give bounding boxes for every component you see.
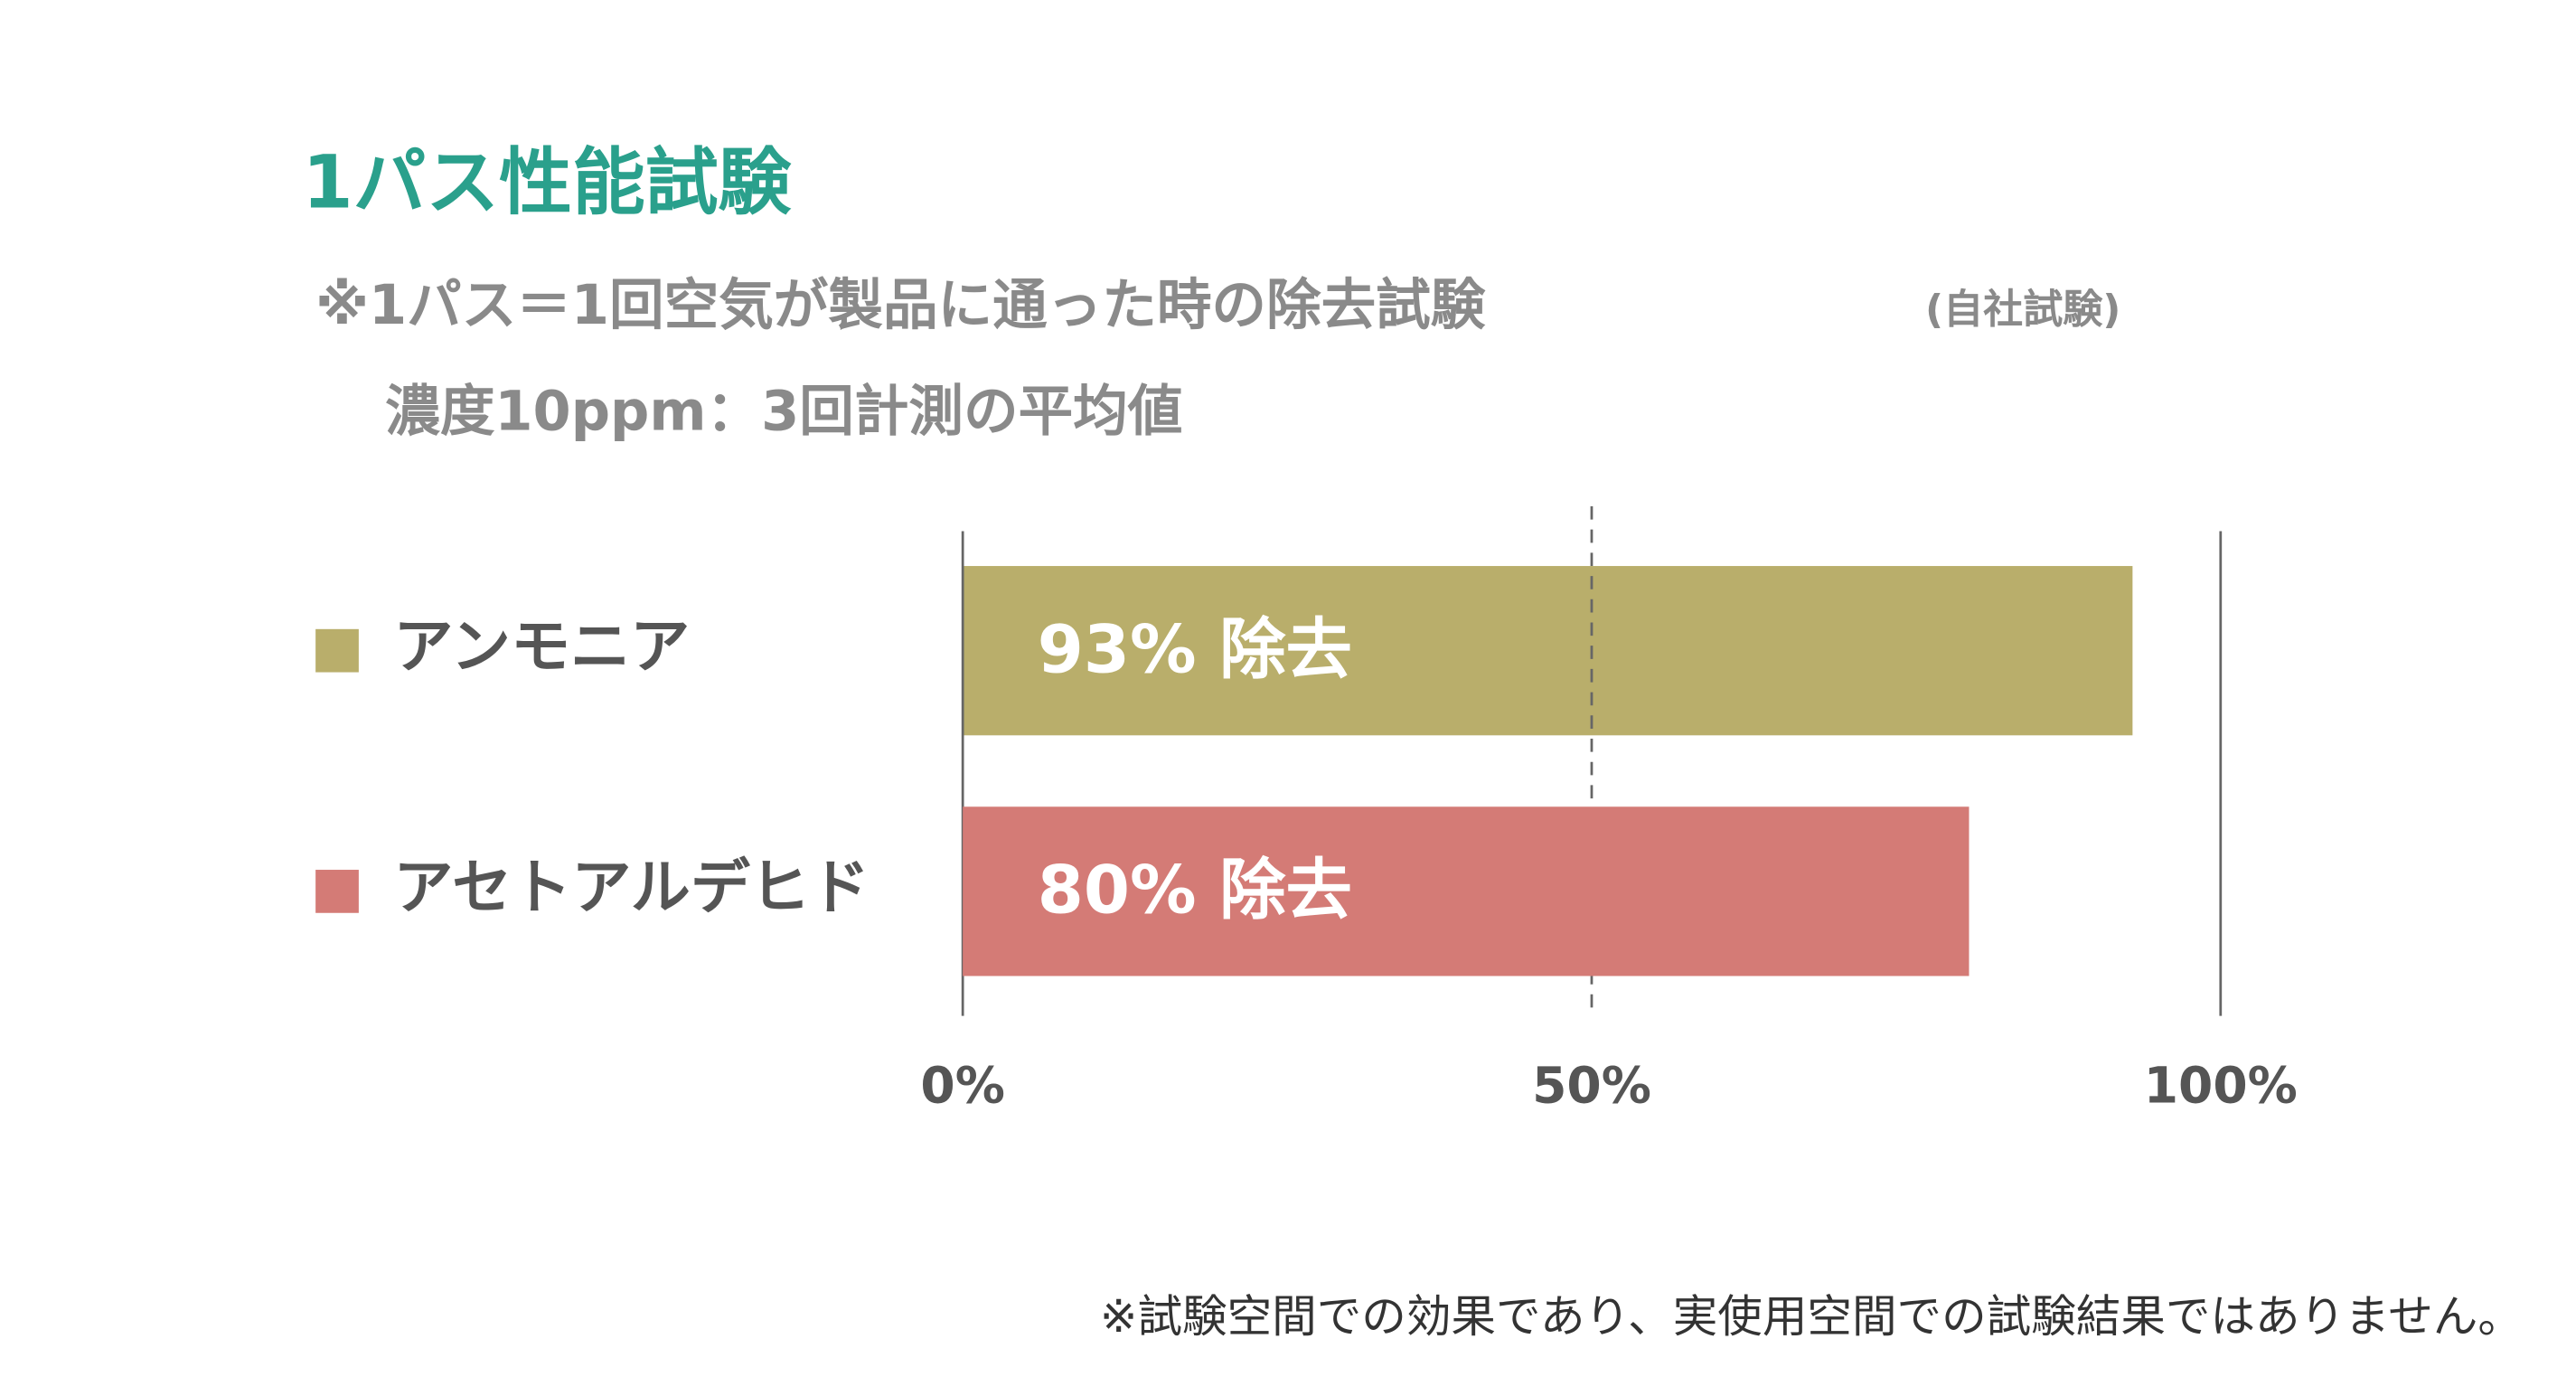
category-label: アンモニア xyxy=(393,612,690,682)
x-tick-label: 0% xyxy=(920,1056,1004,1114)
subtitle: ※1パス＝1回空気が製品に通った時の除去試験 xyxy=(315,274,1486,337)
value-label: 80% 除去 xyxy=(1038,853,1352,929)
x-tick-label: 100% xyxy=(2144,1056,2298,1114)
bar xyxy=(963,806,1970,976)
bar xyxy=(963,566,2133,736)
category-label: アセトアルデヒド xyxy=(393,853,870,922)
subtitle-note: (自社試験) xyxy=(1925,287,2120,333)
chart-title: 1パス性能試験 xyxy=(302,140,791,225)
legend-swatch xyxy=(315,870,359,913)
value-label: 93% 除去 xyxy=(1038,611,1352,688)
footnote: ※試験空間での効果であり、実使用空間での試験結果ではありません。 xyxy=(1100,1290,2523,1343)
legend-swatch xyxy=(315,628,359,673)
x-tick-label: 50% xyxy=(1532,1056,1651,1114)
subtitle: 濃度10ppm：3回計測の平均値 xyxy=(385,381,1182,444)
